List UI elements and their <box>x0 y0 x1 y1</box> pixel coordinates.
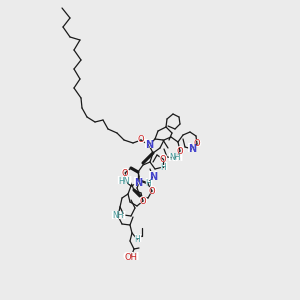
Text: O: O <box>176 146 184 156</box>
Text: O: O <box>194 140 200 148</box>
Text: O: O <box>160 154 166 164</box>
Text: N: N <box>145 140 153 150</box>
Text: H: H <box>133 234 141 244</box>
Text: NH: NH <box>169 154 181 163</box>
Text: H: H <box>144 178 152 188</box>
Text: H: H <box>145 178 151 188</box>
Text: O: O <box>121 168 129 178</box>
Text: H: H <box>159 162 167 172</box>
Text: O: O <box>148 186 156 196</box>
Text: N: N <box>144 139 154 152</box>
Text: O: O <box>136 135 146 145</box>
Text: O: O <box>177 146 183 155</box>
Text: O: O <box>139 196 147 206</box>
Text: N: N <box>134 178 142 188</box>
Text: N: N <box>188 144 196 154</box>
Text: N: N <box>149 172 157 182</box>
Text: N: N <box>187 142 197 155</box>
Text: HN: HN <box>116 176 132 186</box>
Text: H: H <box>160 163 166 172</box>
Text: H: H <box>134 235 140 244</box>
Text: O: O <box>149 187 155 196</box>
Text: O: O <box>159 154 167 164</box>
Text: O: O <box>138 136 144 145</box>
Text: O: O <box>122 169 128 178</box>
Text: N: N <box>148 170 158 184</box>
Text: HN: HN <box>118 176 130 185</box>
Text: NH: NH <box>167 153 183 163</box>
Text: O: O <box>193 139 201 149</box>
Text: NH: NH <box>110 211 126 221</box>
Text: N: N <box>133 176 143 190</box>
Text: OH: OH <box>122 252 140 262</box>
Text: O: O <box>140 196 146 206</box>
Text: OH: OH <box>124 253 137 262</box>
Text: NH: NH <box>112 212 124 220</box>
